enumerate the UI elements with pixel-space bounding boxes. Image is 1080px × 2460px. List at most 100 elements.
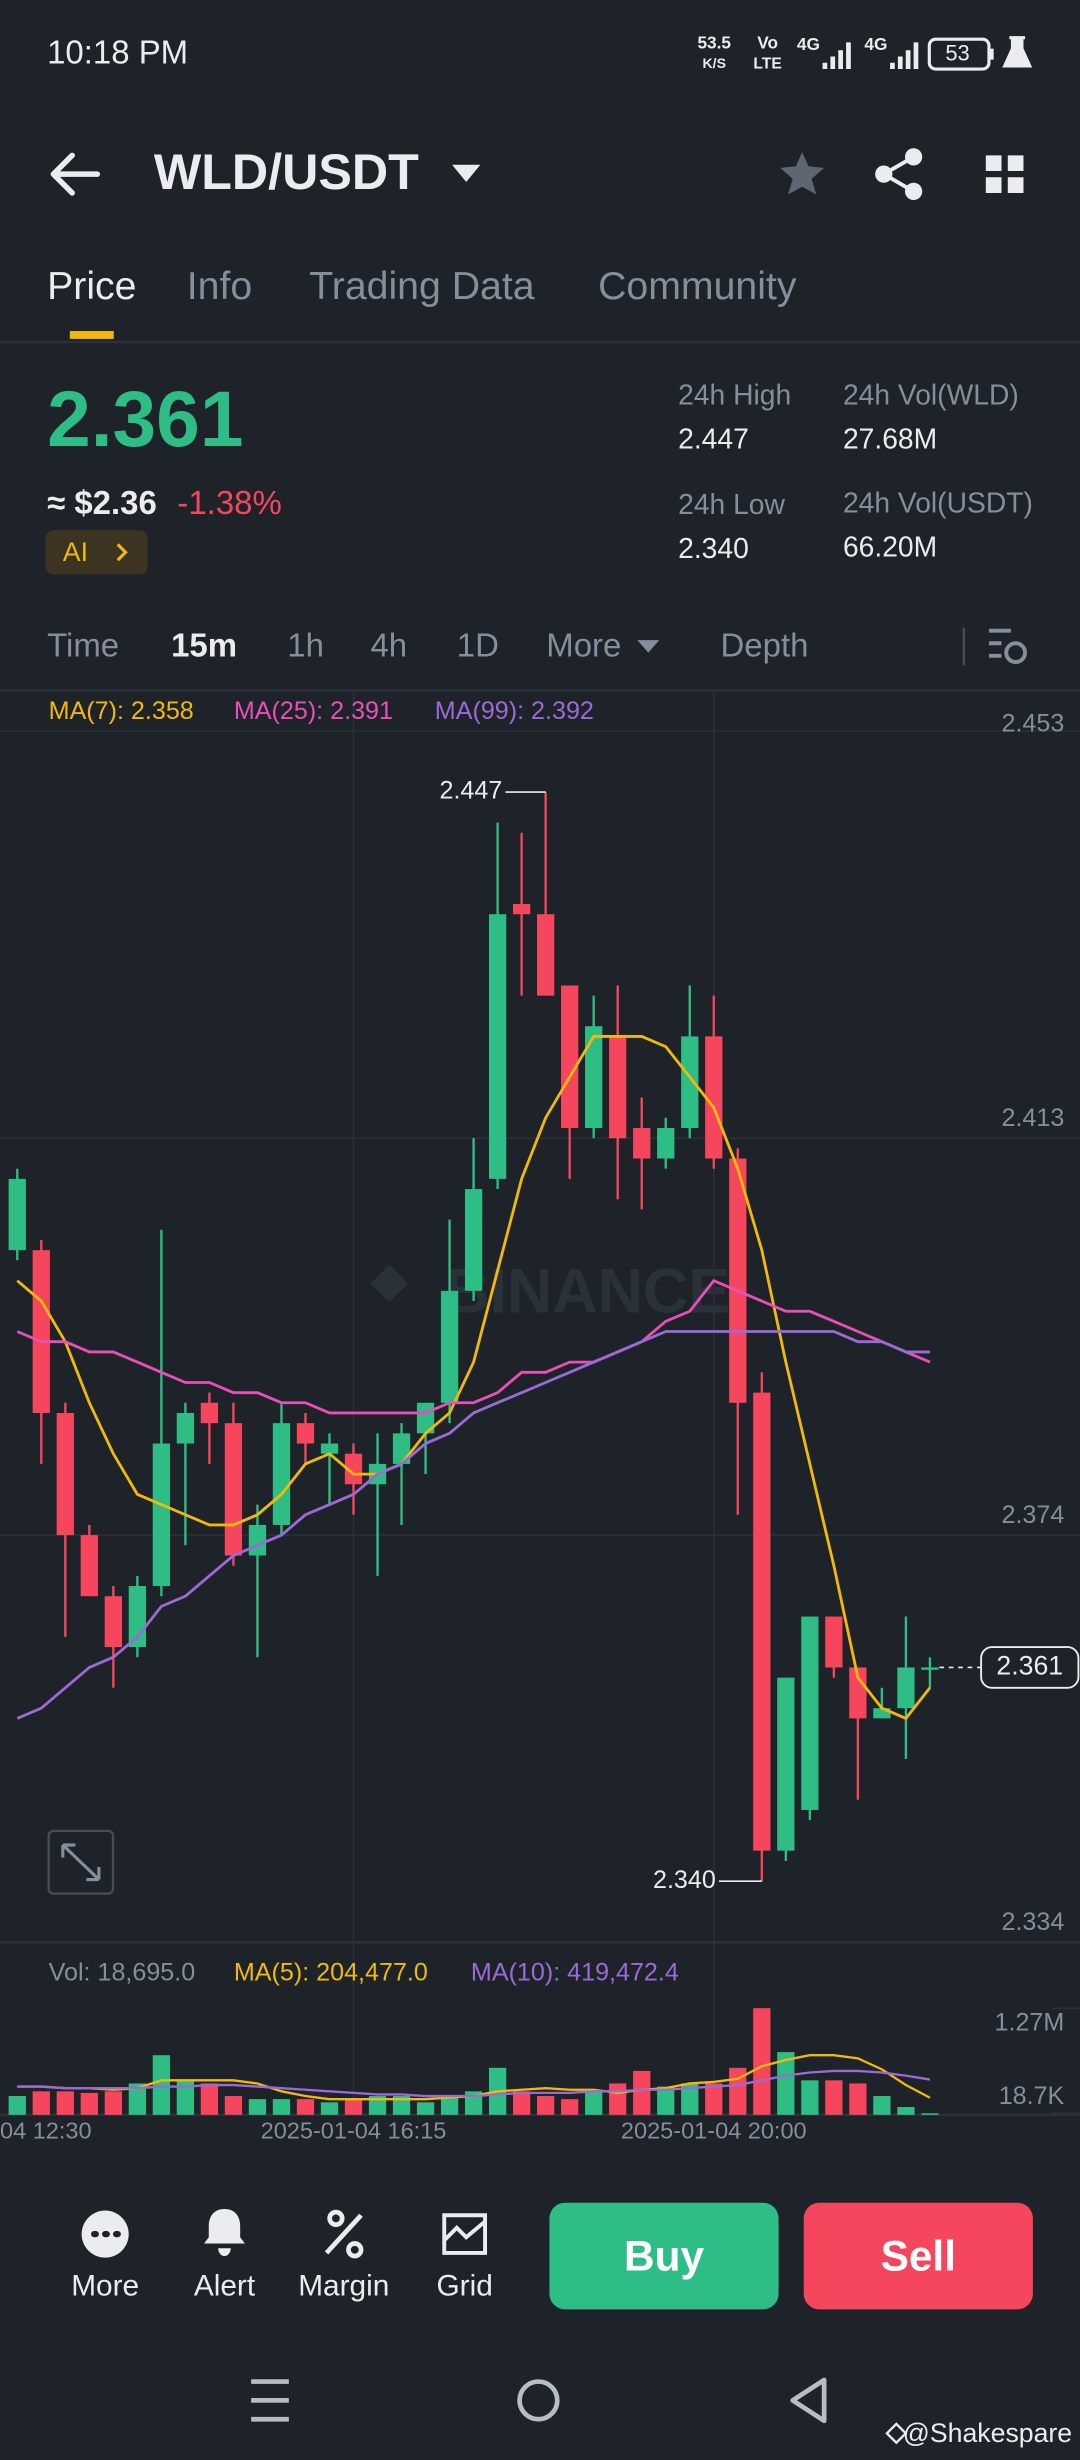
interval[interactable]: Time [47, 627, 119, 664]
interval[interactable]: More [546, 627, 621, 664]
buy-button[interactable] [549, 2202, 779, 2310]
candle-body [344, 1453, 363, 1485]
candle-body [440, 1290, 459, 1403]
candle-body [8, 1178, 26, 1251]
back-nav-button[interactable] [790, 2377, 827, 2424]
margin-icon[interactable] [324, 2209, 364, 2259]
candle-body [464, 1189, 483, 1291]
net-speed: 53.5 [697, 32, 731, 52]
fullscreen-button[interactable] [47, 1829, 115, 1895]
fullscreen-icon [61, 1843, 101, 1882]
legend-entry: MA(99): 2.392 [435, 697, 594, 725]
interval[interactable]: 1h [287, 627, 324, 664]
more-dropdown[interactable] [637, 640, 660, 653]
y-tick-label: 2.374 [1001, 1501, 1064, 1529]
x-tick-label: 2025-01-04 20:00 [621, 2117, 807, 2143]
candle-body [825, 1616, 843, 1668]
volume-bar [248, 2099, 267, 2115]
sell-button[interactable] [803, 2202, 1033, 2310]
legend-entry: MA(5): 204,477.0 [234, 1958, 428, 1986]
last-price: 2.361 [47, 375, 243, 463]
volume-bar [849, 2083, 867, 2115]
action-label[interactable]: More [71, 2269, 139, 2302]
candle-body [561, 985, 579, 1128]
action-label[interactable]: Margin [298, 2269, 389, 2302]
recents-button[interactable] [251, 2379, 289, 2422]
menu-grid-button[interactable] [985, 155, 1024, 193]
volume-bar [224, 2096, 243, 2115]
ma-line [16, 1034, 932, 1721]
candle-body [585, 1026, 603, 1128]
candle-body [224, 1423, 243, 1556]
pair-dropdown[interactable] [452, 164, 481, 182]
alert-icon[interactable] [204, 2208, 245, 2257]
grid-icon[interactable] [442, 2213, 488, 2255]
candle-body [176, 1412, 195, 1444]
chart-settings-button[interactable] [988, 628, 1011, 658]
candle-body [753, 1392, 771, 1851]
stat-label: 24h High [678, 378, 791, 410]
candle-body [801, 1616, 819, 1810]
volume-bar [753, 2008, 771, 2115]
pair-title[interactable]: WLD/USDT [154, 144, 419, 200]
tab[interactable]: Price [47, 264, 136, 308]
chart-settings-gear [1004, 641, 1028, 665]
candle-body [681, 1036, 699, 1128]
candle-body [32, 1250, 50, 1413]
volte: Vo [757, 32, 778, 52]
action-label[interactable]: Alert [194, 2269, 256, 2302]
legend-entry: MA(25): 2.391 [234, 697, 393, 725]
x-tick-label: 2025-01-04 16:15 [261, 2117, 447, 2143]
network-type: 4G [797, 34, 820, 54]
legend-entry: MA(7): 2.358 [49, 697, 194, 725]
tab[interactable]: Trading Data [309, 264, 535, 308]
last-price-label: 2.361 [996, 1651, 1063, 1681]
interval[interactable]: Depth [721, 627, 809, 664]
volume-bar [561, 2099, 579, 2115]
volume-bar [873, 2096, 891, 2115]
y-tick-label: 1.27M [995, 2008, 1065, 2036]
volume-bar [585, 2091, 603, 2115]
back-button[interactable] [50, 152, 101, 196]
volume-bar [777, 2052, 795, 2115]
volume-bar [392, 2096, 411, 2115]
volume-bar [56, 2091, 74, 2115]
interval[interactable]: 15m [171, 627, 237, 664]
signal-icon [890, 42, 919, 70]
volume-bar [657, 2086, 675, 2115]
candle-body [104, 1596, 122, 1648]
volume-bar [897, 2107, 915, 2115]
legend-entry: MA(10): 419,472.4 [471, 1958, 679, 1986]
network-type: 4G [864, 34, 887, 54]
tab-indicator [69, 331, 114, 339]
candle-body [897, 1667, 915, 1709]
volume-bar [320, 2102, 339, 2115]
volume-bar [200, 2083, 219, 2115]
net-unit: K/S [702, 55, 726, 71]
x-tick-label: 04 12:30 [0, 2117, 92, 2143]
credit: @Shakespare [903, 2418, 1072, 2448]
stat-label: 24h Low [678, 488, 785, 520]
interval[interactable]: 1D [457, 627, 499, 664]
candle-body [849, 1667, 867, 1719]
favorite-button[interactable] [780, 152, 825, 195]
usd-price: ≈ $2.36 [47, 484, 157, 521]
tab[interactable]: Community [598, 264, 797, 308]
ai-pill[interactable] [45, 530, 148, 575]
candle-body [873, 1708, 891, 1719]
volume-bar [32, 2091, 50, 2115]
share-button[interactable] [875, 148, 923, 201]
ai-chevron [116, 543, 128, 562]
volume-bar [633, 2070, 651, 2115]
candle-body [657, 1127, 675, 1159]
candle-body [777, 1677, 795, 1851]
action-label[interactable]: Grid [436, 2269, 492, 2302]
y-tick-label: 2.453 [1001, 709, 1064, 737]
battery-level: 53 [945, 41, 969, 66]
price-change: -1.38% [177, 484, 281, 521]
tab[interactable]: Info [187, 264, 252, 308]
volume-bar [537, 2096, 555, 2115]
home-button[interactable] [517, 2379, 560, 2422]
interval[interactable]: 4h [370, 627, 407, 664]
